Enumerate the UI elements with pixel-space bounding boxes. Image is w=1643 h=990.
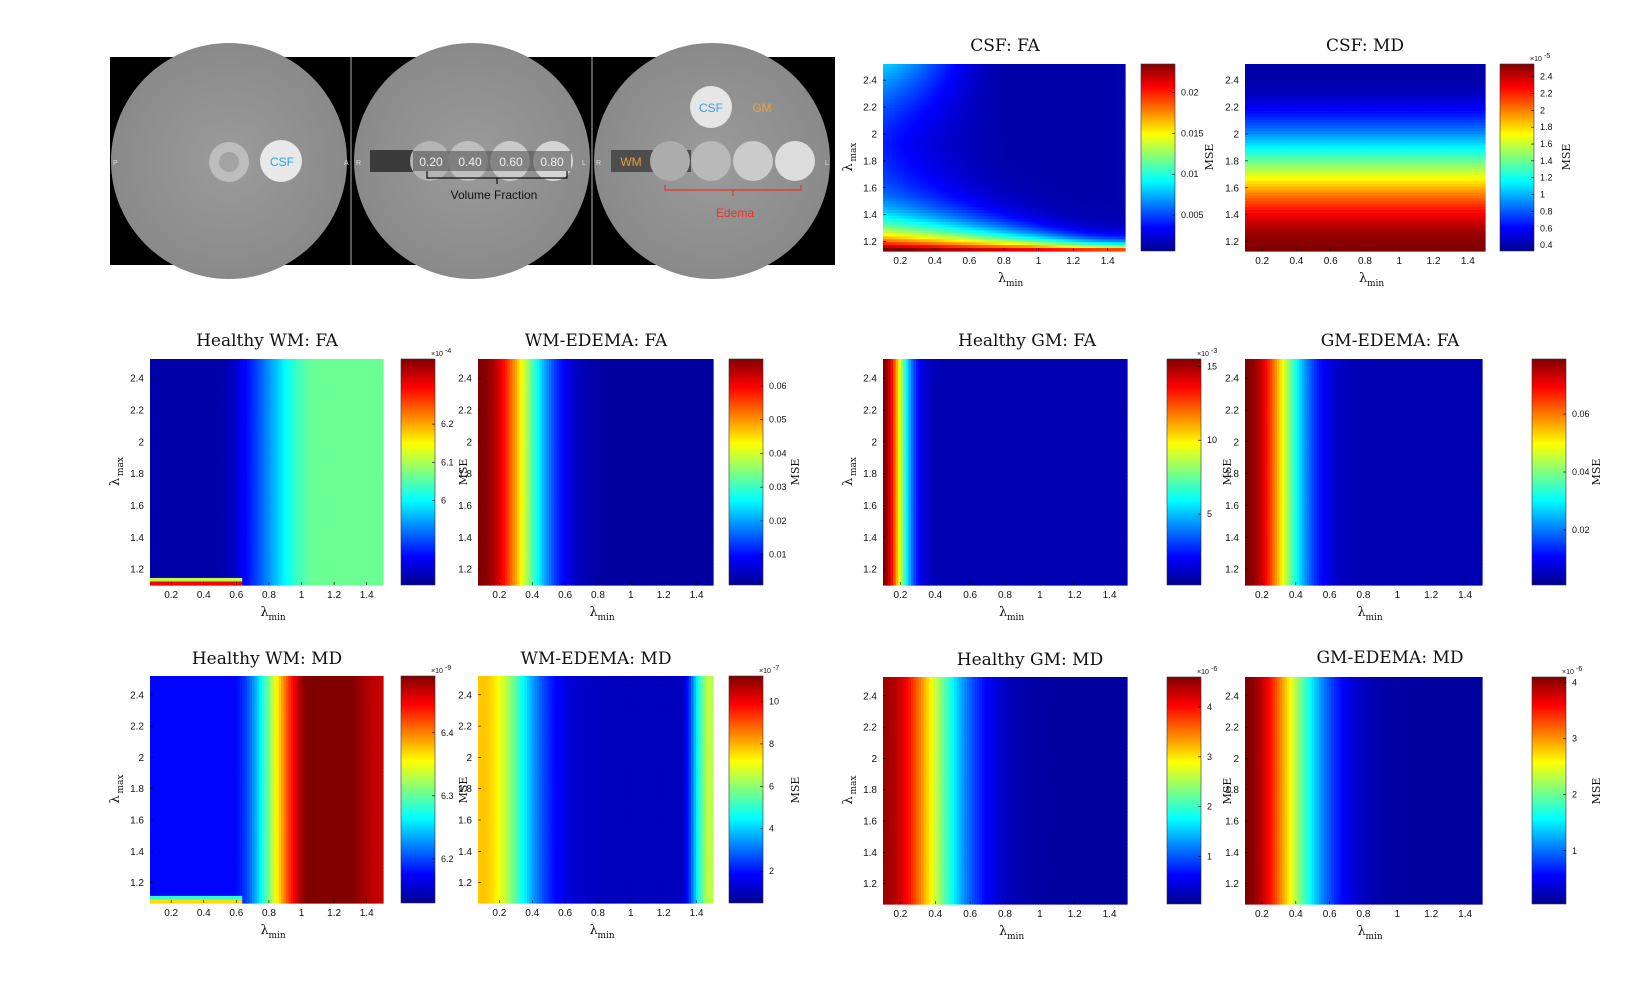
volume-fraction-caption: Volume Fraction bbox=[451, 188, 538, 202]
fraction-label-3: 0.60 bbox=[499, 155, 523, 169]
orientation-right-label: A bbox=[344, 160, 349, 167]
wm-label: WM bbox=[620, 155, 641, 169]
edema-vial-3 bbox=[733, 141, 773, 181]
heatmap-csf_fa: CSF: FA0.2 0.4 0.6 0.8 1 1.2 1.41.21.41.61.822… bbox=[841, 36, 1216, 289]
csf-label: CSF bbox=[699, 101, 723, 115]
edema-label: Edema bbox=[716, 206, 754, 220]
csf-label: CSF bbox=[270, 155, 294, 169]
gm-label: GM bbox=[752, 101, 771, 115]
phantom-vial-core bbox=[219, 152, 239, 172]
orientation-right-label: L bbox=[825, 160, 829, 167]
fraction-label-4: 0.80 bbox=[540, 155, 564, 169]
orientation-right-label: L bbox=[582, 160, 586, 167]
plot-title: CSF: FA bbox=[970, 36, 1040, 56]
edema-vial-2 bbox=[691, 141, 731, 181]
phantom-panel-2: 0.20 0.40 0.60 0.80 Volume Fraction R L bbox=[354, 43, 590, 279]
orientation-left-label: R bbox=[356, 160, 361, 167]
phantom-separator bbox=[591, 57, 593, 265]
figure: CSF P A 0.20 0.40 0.60 0.80 Volume Fract… bbox=[0, 0, 1643, 990]
orientation-left-label: P bbox=[113, 160, 118, 167]
edema-vial-1 bbox=[650, 141, 690, 181]
fraction-label-1: 0.20 bbox=[419, 155, 443, 169]
phantom-separator bbox=[350, 57, 352, 265]
phantom-panel-3: CSF GM WM Edema R L bbox=[594, 43, 830, 279]
fraction-label-2: 0.40 bbox=[458, 155, 482, 169]
phantom-image: CSF P A 0.20 0.40 0.60 0.80 Volume Fract… bbox=[110, 43, 835, 279]
phantom-band bbox=[370, 150, 415, 172]
heatmap-field bbox=[883, 64, 1126, 252]
orientation-left-label: R bbox=[596, 160, 601, 167]
edema-vial-4 bbox=[775, 141, 815, 181]
